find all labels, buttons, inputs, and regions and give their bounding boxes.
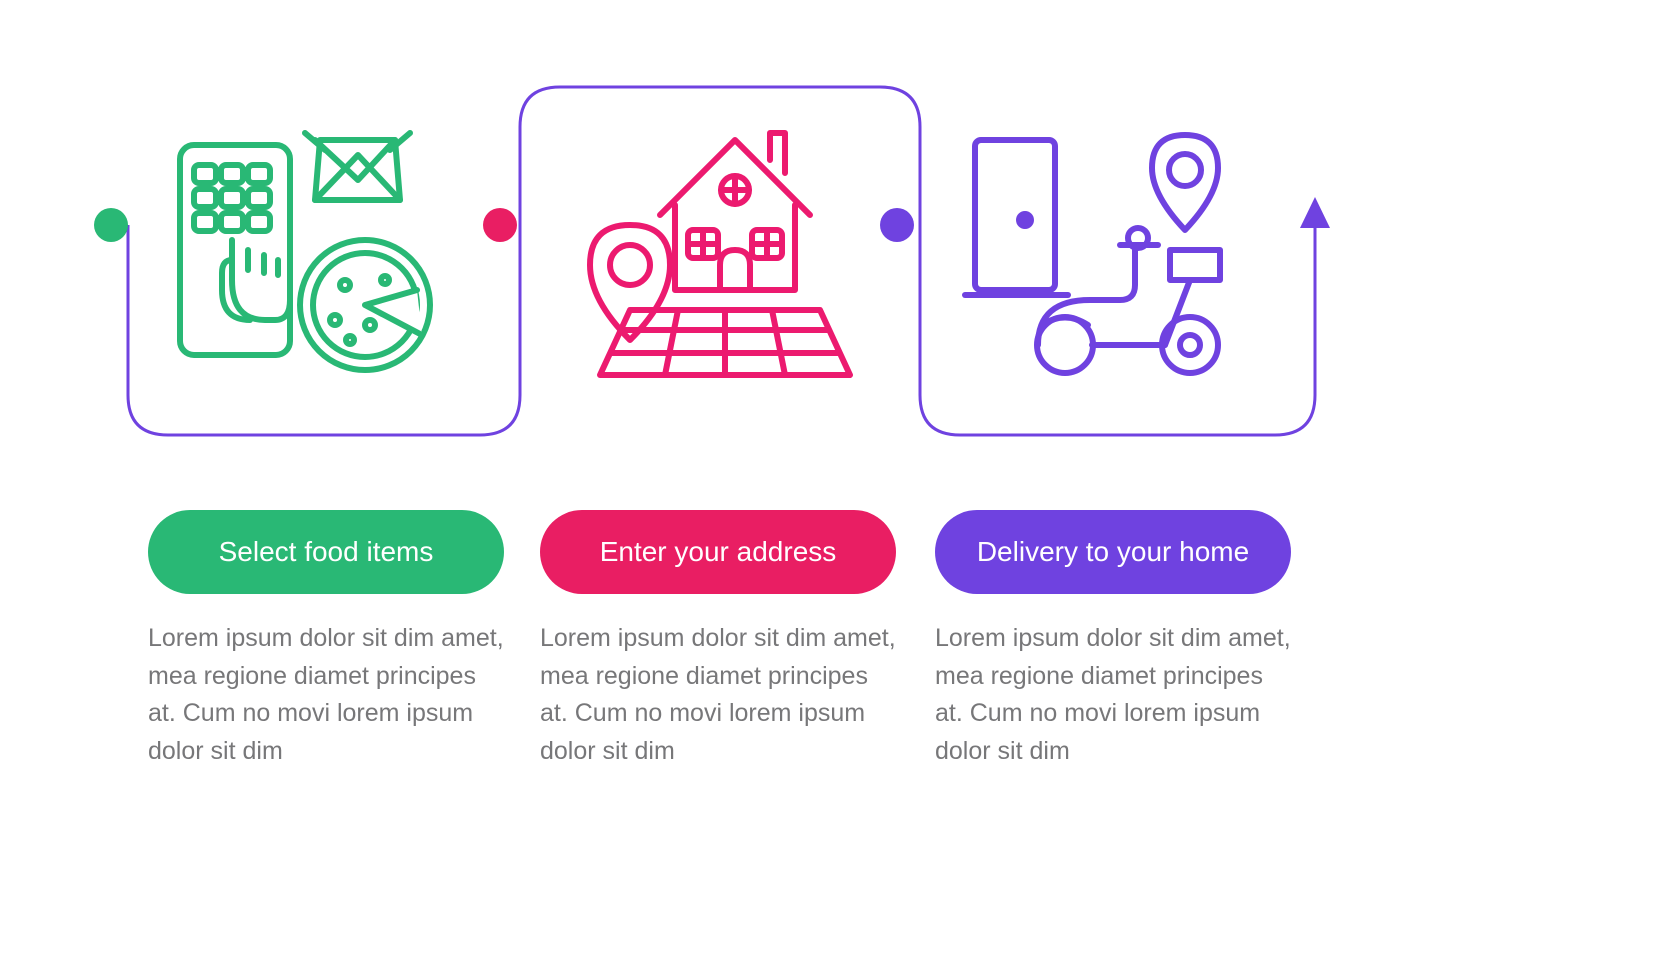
step-pill-1: Select food items [148, 510, 504, 594]
step-dot-1 [94, 208, 128, 242]
phone-food-icon [170, 125, 450, 385]
step-dot-3 [880, 208, 914, 242]
step-title-3: Delivery to your home [977, 536, 1249, 568]
step-dot-2 [483, 208, 517, 242]
infographic-canvas: Select food items Lorem ipsum dolor sit … [0, 0, 1655, 980]
scooter-door-icon [960, 130, 1260, 380]
step-pill-3: Delivery to your home [935, 510, 1291, 594]
house-map-icon [560, 115, 860, 395]
step-body-1: Lorem ipsum dolor sit dim amet, mea regi… [148, 620, 504, 770]
step-body-2: Lorem ipsum dolor sit dim amet, mea regi… [540, 620, 896, 770]
step-body-3: Lorem ipsum dolor sit dim amet, mea regi… [935, 620, 1291, 770]
step-title-1: Select food items [219, 536, 434, 568]
step-pill-2: Enter your address [540, 510, 896, 594]
step-title-2: Enter your address [600, 536, 837, 568]
